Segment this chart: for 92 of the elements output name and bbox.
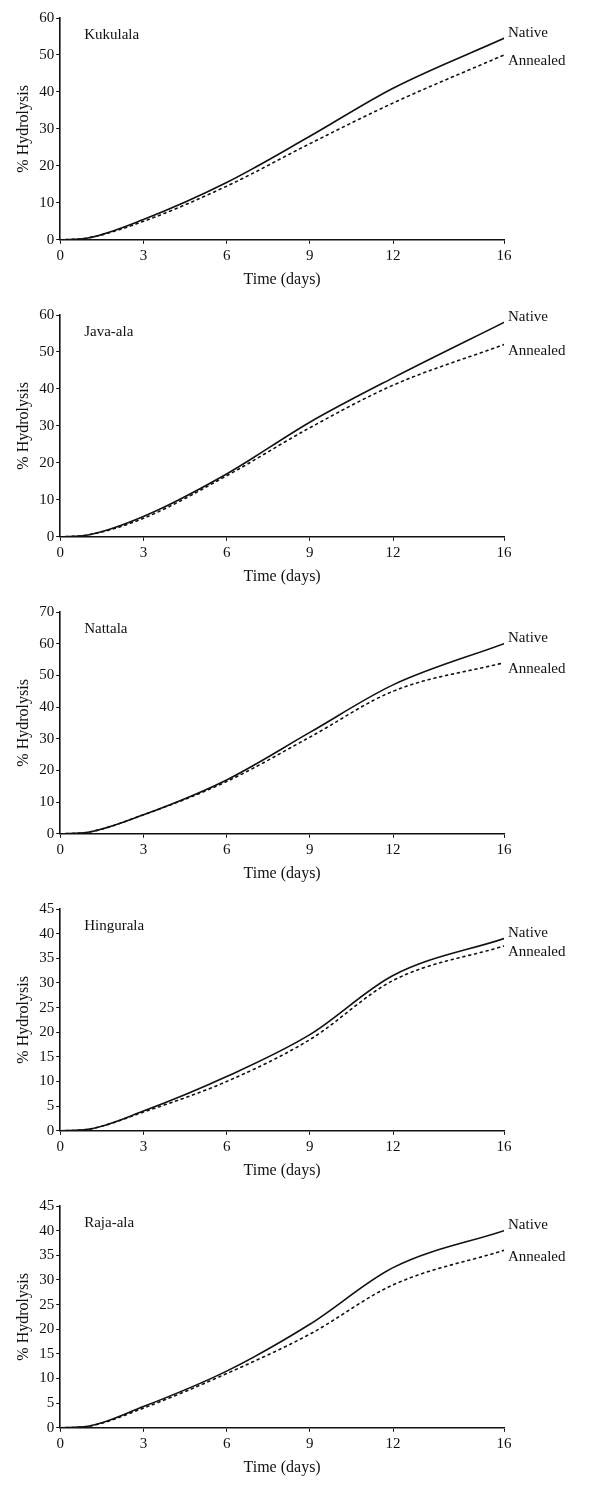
x-tick-label: 12 <box>385 1137 401 1154</box>
x-tick-label: 6 <box>222 840 231 857</box>
y-axis-title: % Hydrolysis <box>13 85 32 173</box>
y-tick-label: 20 <box>39 453 55 470</box>
series-label: Annealed <box>508 342 566 359</box>
x-tick-label: 9 <box>306 246 314 263</box>
series-label: Annealed <box>508 52 566 69</box>
y-axis-title: % Hydrolysis <box>13 679 32 767</box>
y-tick-label: 20 <box>39 1320 55 1337</box>
y-tick-label: 40 <box>39 82 55 99</box>
x-tick-label: 9 <box>306 543 314 560</box>
y-tick-label: 0 <box>46 824 55 841</box>
y-tick-label: 50 <box>39 45 55 62</box>
y-tick-label: 40 <box>39 379 55 396</box>
x-tick-label: 6 <box>222 1137 231 1154</box>
y-tick-label: 30 <box>39 416 55 433</box>
x-tick-label: 3 <box>139 1137 148 1154</box>
y-tick-label: 10 <box>39 793 55 810</box>
x-axis-title: Time (days) <box>243 566 321 585</box>
y-tick-label: 45 <box>39 1196 55 1213</box>
x-tick-label: 9 <box>306 1434 314 1451</box>
y-axis-title: % Hydrolysis <box>13 382 32 470</box>
y-tick-label: 60 <box>39 8 55 25</box>
y-axis-title: % Hydrolysis <box>13 1273 32 1361</box>
y-tick-label: 30 <box>39 1270 55 1287</box>
y-tick-label: 60 <box>39 305 55 322</box>
x-tick-label: 3 <box>139 840 148 857</box>
y-tick-label: 20 <box>39 1023 55 1040</box>
y-tick-label: 40 <box>39 1221 55 1238</box>
y-tick-label: 15 <box>39 1344 55 1361</box>
y-tick-label: 5 <box>46 1097 55 1114</box>
y-tick-label: 10 <box>39 1072 55 1089</box>
x-tick-label: 6 <box>222 246 231 263</box>
y-tick-label: 5 <box>46 1394 55 1411</box>
x-tick-label: 6 <box>222 1434 231 1451</box>
x-tick-label: 3 <box>139 1434 148 1451</box>
x-axis-title: Time (days) <box>243 1160 321 1179</box>
y-tick-label: 35 <box>39 1246 55 1263</box>
x-tick-label: 16 <box>496 1137 512 1154</box>
y-tick-label: 40 <box>39 924 55 941</box>
x-tick-label: 16 <box>496 246 512 263</box>
x-tick-label: 9 <box>306 1137 314 1154</box>
text: Kukulala <box>84 26 140 43</box>
y-tick-label: 10 <box>39 193 55 210</box>
x-tick-label: 9 <box>306 840 314 857</box>
y-tick-label: 10 <box>39 1369 55 1386</box>
x-axis-title: Time (days) <box>243 269 321 288</box>
y-tick-label: 0 <box>46 230 55 247</box>
y-tick-label: 30 <box>39 973 55 990</box>
y-tick-label: 25 <box>39 998 55 1015</box>
text: Nattala <box>84 620 128 637</box>
x-tick-label: 16 <box>496 543 512 560</box>
y-tick-label: 0 <box>46 1418 55 1435</box>
x-tick-label: 3 <box>139 246 148 263</box>
y-tick-label: 70 <box>39 602 55 619</box>
series-label: Native <box>508 1216 549 1233</box>
text: Hingurala <box>84 917 145 934</box>
y-tick-label: 0 <box>46 1121 55 1138</box>
x-tick-label: 12 <box>385 1434 401 1451</box>
x-tick-label: 12 <box>385 246 401 263</box>
series-label: Annealed <box>508 1247 566 1264</box>
x-tick-label: 16 <box>496 840 512 857</box>
text: Java-ala <box>84 323 134 340</box>
series-label: Native <box>508 307 549 324</box>
series-label: Native <box>508 23 549 40</box>
series-label: Native <box>508 629 549 646</box>
x-tick-label: 12 <box>385 543 401 560</box>
x-axis-title: Time (days) <box>243 1457 321 1476</box>
y-tick-label: 30 <box>39 119 55 136</box>
y-tick-label: 45 <box>39 899 55 916</box>
series-label: Native <box>508 924 549 941</box>
series-label: Annealed <box>508 660 566 677</box>
x-tick-label: 6 <box>222 543 231 560</box>
y-tick-label: 10 <box>39 490 55 507</box>
series-label: Annealed <box>508 943 566 960</box>
y-tick-label: 20 <box>39 761 55 778</box>
y-tick-label: 30 <box>39 729 55 746</box>
x-tick-label: 12 <box>385 840 401 857</box>
y-tick-label: 50 <box>39 666 55 683</box>
y-axis-title: % Hydrolysis <box>13 976 32 1064</box>
y-tick-label: 60 <box>39 634 55 651</box>
y-tick-label: 15 <box>39 1047 55 1064</box>
text: Raja-ala <box>84 1214 135 1231</box>
y-tick-label: 25 <box>39 1295 55 1312</box>
y-tick-label: 0 <box>46 527 55 544</box>
y-tick-label: 50 <box>39 342 55 359</box>
y-tick-label: 20 <box>39 156 55 173</box>
y-tick-label: 40 <box>39 697 55 714</box>
x-tick-label: 3 <box>139 543 148 560</box>
y-tick-label: 35 <box>39 949 55 966</box>
x-axis-title: Time (days) <box>243 863 321 882</box>
x-tick-label: 16 <box>496 1434 512 1451</box>
